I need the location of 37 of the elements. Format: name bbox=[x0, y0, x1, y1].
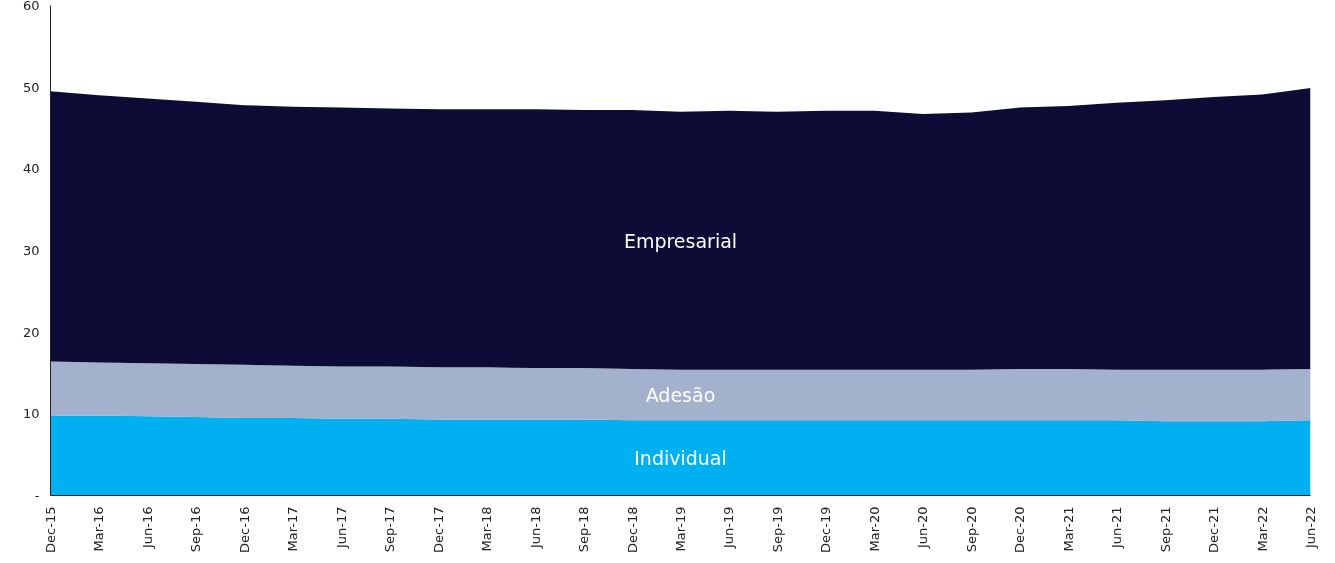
y-tick-label: 30 bbox=[22, 243, 40, 258]
x-tick-label: Sep-19 bbox=[769, 506, 785, 553]
x-tick-label: Jun-22 bbox=[1303, 506, 1318, 550]
x-tick-label: Sep-17 bbox=[382, 506, 398, 553]
y-tick-label: 20 bbox=[22, 324, 40, 340]
x-tick-label: Dec-19 bbox=[818, 506, 834, 553]
x-tick-label: Jun-17 bbox=[333, 506, 349, 550]
series-label: Adesão bbox=[645, 384, 716, 407]
x-tick-label: Mar-20 bbox=[866, 506, 882, 552]
x-tick-label: Mar-17 bbox=[285, 506, 301, 552]
y-tick-label: 60 bbox=[22, 0, 40, 13]
x-tick-label: Jun-19 bbox=[721, 506, 737, 550]
x-tick-label: Jun-16 bbox=[139, 506, 155, 550]
y-tick-label: 50 bbox=[22, 79, 40, 95]
x-tick-label: Mar-18 bbox=[479, 506, 495, 552]
x-tick-label: Mar-21 bbox=[1060, 506, 1076, 552]
series-label: Empresarial bbox=[623, 229, 738, 252]
x-tick-label: Jun-21 bbox=[1109, 506, 1125, 550]
x-tick-label: Mar-16 bbox=[91, 506, 107, 552]
x-tick-label: Sep-20 bbox=[963, 506, 979, 553]
y-tick-label: 40 bbox=[22, 161, 40, 177]
x-tick-label: Sep-21 bbox=[1157, 506, 1173, 553]
x-tick-label: Dec-18 bbox=[624, 506, 640, 553]
x-tick-label: Sep-18 bbox=[576, 506, 592, 553]
x-tick-label: Mar-22 bbox=[1254, 506, 1270, 552]
x-tick-label: Mar-19 bbox=[673, 506, 688, 552]
y-tick-label: - bbox=[34, 488, 40, 503]
x-tick-label: Sep-16 bbox=[188, 506, 204, 553]
x-tick-label: Jun-20 bbox=[915, 506, 931, 550]
x-tick-label: Dec-21 bbox=[1206, 506, 1222, 553]
series-label: Individual bbox=[634, 446, 727, 469]
x-tick-label: Dec-16 bbox=[236, 506, 252, 553]
x-tick-label: Dec-15 bbox=[43, 506, 58, 553]
x-tick-label: Dec-17 bbox=[430, 506, 446, 553]
x-tick-label: Dec-20 bbox=[1012, 506, 1028, 553]
x-tick-label: Jun-18 bbox=[527, 506, 543, 550]
y-tick-label: 10 bbox=[22, 406, 40, 422]
